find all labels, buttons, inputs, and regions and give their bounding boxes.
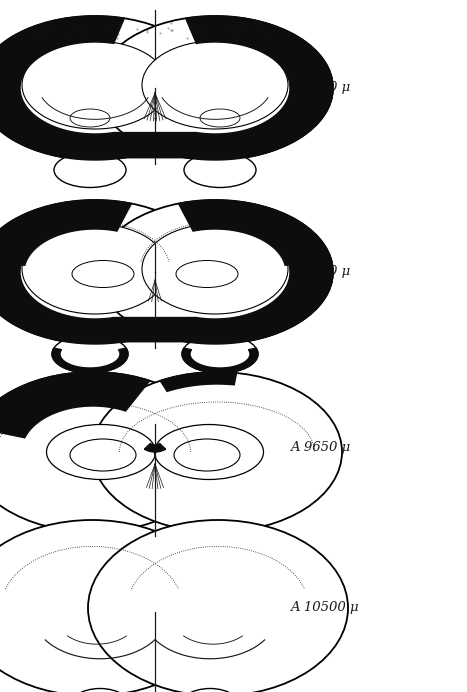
Polygon shape (0, 200, 132, 265)
Text: A 8620 μ: A 8620 μ (290, 266, 350, 278)
Ellipse shape (88, 520, 348, 692)
Ellipse shape (0, 16, 213, 160)
Ellipse shape (54, 152, 126, 188)
Ellipse shape (22, 41, 168, 129)
Ellipse shape (0, 520, 222, 692)
Ellipse shape (200, 109, 240, 127)
Ellipse shape (182, 335, 258, 373)
Polygon shape (182, 348, 258, 373)
Polygon shape (186, 70, 333, 160)
Ellipse shape (176, 260, 238, 287)
Ellipse shape (174, 439, 240, 471)
Ellipse shape (184, 152, 256, 188)
Polygon shape (144, 444, 166, 452)
Polygon shape (0, 372, 150, 438)
Polygon shape (113, 133, 196, 158)
Ellipse shape (0, 372, 218, 532)
Ellipse shape (0, 200, 213, 344)
Ellipse shape (48, 522, 133, 567)
Ellipse shape (52, 335, 128, 373)
Ellipse shape (92, 372, 342, 532)
Ellipse shape (97, 200, 333, 344)
Polygon shape (160, 372, 237, 392)
Polygon shape (0, 254, 124, 344)
Polygon shape (186, 254, 333, 344)
Ellipse shape (142, 41, 288, 129)
Ellipse shape (47, 424, 156, 480)
Text: A 10500 μ: A 10500 μ (290, 601, 359, 614)
Polygon shape (186, 16, 329, 77)
Ellipse shape (155, 424, 263, 480)
Polygon shape (0, 16, 124, 77)
Ellipse shape (97, 16, 333, 160)
Polygon shape (0, 70, 124, 160)
Polygon shape (113, 318, 196, 342)
Ellipse shape (177, 522, 262, 567)
Ellipse shape (22, 224, 168, 314)
Ellipse shape (176, 689, 244, 692)
Text: A 7470 μ: A 7470 μ (290, 82, 350, 95)
Ellipse shape (70, 439, 136, 471)
Polygon shape (52, 348, 128, 373)
Polygon shape (178, 200, 332, 265)
Ellipse shape (142, 224, 288, 314)
Ellipse shape (70, 109, 110, 127)
Ellipse shape (66, 689, 134, 692)
Text: A 9650 μ: A 9650 μ (290, 441, 350, 455)
Ellipse shape (72, 260, 134, 287)
